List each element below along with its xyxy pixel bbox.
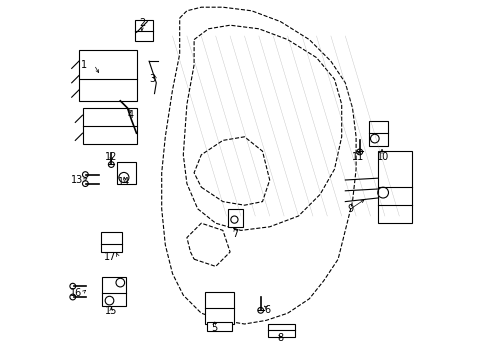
Bar [267,324,294,337]
Text: 11: 11 [351,152,363,162]
Bar [134,20,152,41]
Text: 6: 6 [264,305,270,315]
Bar [117,162,136,184]
Bar [79,50,136,101]
Bar [102,277,125,306]
Text: 15: 15 [105,306,117,316]
Text: 14: 14 [118,177,130,187]
Text: 17: 17 [104,252,117,262]
Text: 5: 5 [210,323,217,333]
Text: 12: 12 [105,152,117,162]
Text: 10: 10 [376,152,388,162]
Text: 2: 2 [139,18,145,28]
Text: 4: 4 [128,110,134,120]
Bar [101,232,122,252]
Text: 1: 1 [81,60,87,70]
Text: 9: 9 [347,204,353,214]
Text: 13: 13 [71,175,83,185]
Text: 3: 3 [149,74,156,84]
Bar [204,292,233,324]
Bar [368,121,387,146]
Text: 16: 16 [70,288,82,298]
Bar [377,151,411,223]
Text: 7: 7 [232,229,238,239]
Bar [206,322,231,331]
Bar [228,209,242,227]
Text: 8: 8 [277,333,283,343]
Bar [82,108,136,144]
